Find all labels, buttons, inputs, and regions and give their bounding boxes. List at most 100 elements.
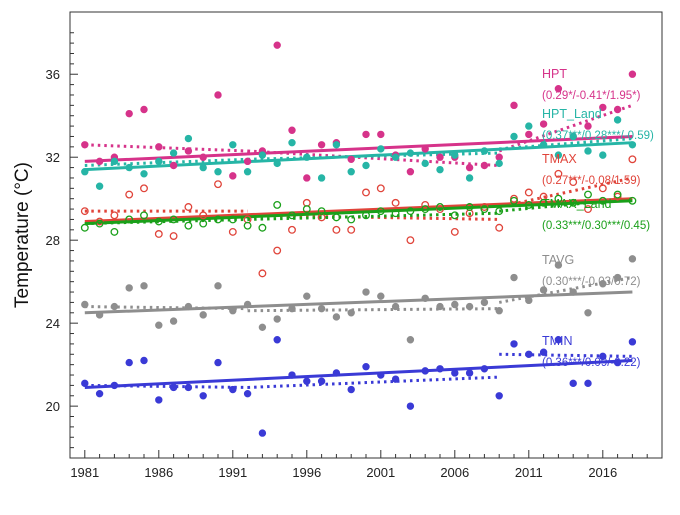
tmax-point (214, 180, 222, 189)
hpt-point (613, 105, 622, 114)
hpt-land-point (406, 149, 415, 157)
y-tick-label: 24 (46, 316, 60, 331)
tmax-point (598, 184, 607, 193)
tmin-point (377, 371, 385, 379)
hpt-point (199, 153, 207, 161)
tavg-point (81, 300, 89, 309)
hpt-land-point (391, 153, 400, 161)
hpt-dotted-segment (247, 149, 500, 168)
tmax-land-point (302, 205, 311, 214)
tmax-point (628, 155, 637, 164)
tmax-point (332, 225, 341, 234)
tmin-dotted-segment (247, 375, 500, 389)
tavg-point (258, 323, 267, 332)
tmax-point (421, 200, 430, 209)
tavg-point (140, 282, 148, 290)
tavg-point (332, 313, 341, 321)
hpt-land-point (317, 174, 326, 182)
hpt-land-point (377, 145, 385, 153)
tmin-point (495, 392, 503, 400)
tavg-point (362, 288, 370, 296)
tmax-land-point (214, 215, 222, 224)
hpt-point (465, 163, 474, 172)
tmin-point (465, 369, 474, 377)
hpt-land-legend-stats: (0.37***/0.28***/-0.59) (542, 130, 654, 142)
tavg-point (110, 302, 119, 311)
tmax-point (524, 188, 533, 197)
hpt-land-point (584, 147, 592, 155)
tmin-point (273, 336, 281, 344)
hpt-point (510, 101, 518, 110)
tmax-land-point (199, 219, 208, 228)
tmin-point (110, 381, 119, 390)
tmax-land-point (465, 203, 474, 211)
tmax-land-point (436, 203, 444, 211)
hpt-point (495, 153, 503, 161)
tmax-land-point (628, 196, 637, 205)
tmax-land-point (273, 200, 282, 209)
tmax-land-point (288, 211, 296, 220)
tmin-trend-line (84, 359, 633, 389)
tavg-dotted-segment (498, 276, 633, 304)
tmax-land-dotted-segment (247, 211, 500, 221)
hpt-land-point (332, 141, 341, 149)
hpt-land-dotted-segment (84, 157, 248, 168)
tmin-point (95, 389, 104, 398)
tavg-point (465, 302, 474, 311)
tmin-point (214, 358, 222, 367)
hpt-legend-label: HPT (542, 67, 567, 81)
hpt-land-point (436, 165, 444, 174)
hpt-land-point (229, 141, 237, 149)
x-tick-label: 2006 (440, 465, 469, 480)
hpt-point (347, 155, 355, 163)
hpt-point (214, 91, 222, 99)
tmax-point (450, 227, 459, 236)
hpt-land-point (243, 168, 252, 176)
hpt-point (140, 105, 148, 114)
tavg-point (539, 286, 548, 294)
tmax-land-point (495, 207, 504, 216)
tmin-point (628, 338, 637, 346)
tmax-land-point (125, 215, 134, 224)
hpt-point (599, 103, 607, 112)
tavg-point (584, 309, 592, 317)
tmin-point (391, 375, 400, 383)
tmax-land-point (584, 190, 592, 199)
tmax-land-point (539, 198, 548, 207)
tmax-land-point (613, 190, 622, 199)
tmax-point (228, 227, 237, 236)
tmin-point (525, 350, 533, 358)
tmax-land-point (317, 207, 326, 216)
tavg-point (613, 273, 622, 282)
tavg-point (125, 284, 133, 292)
tmin-point (184, 383, 193, 392)
hpt-land-point (184, 134, 193, 143)
tmin-point (155, 396, 163, 404)
tmax-land-legend-label: TMAX_Land (542, 197, 612, 211)
hpt-land-point (169, 149, 178, 157)
tavg-point (95, 311, 104, 319)
hpt-dotted-segment (498, 103, 633, 153)
tmin-point (613, 358, 622, 367)
tavg-point (288, 304, 296, 313)
hpt-point (125, 109, 133, 118)
tmin-point (288, 371, 296, 379)
tmax-land-point (421, 205, 430, 214)
hpt-land-point (569, 132, 577, 141)
tavg-dotted-segment (247, 307, 500, 313)
tavg-point (525, 296, 533, 305)
hpt-land-point (273, 159, 281, 168)
x-tick-label: 1996 (292, 465, 321, 480)
tmax-land-legend-stats: (0.33***/0.30***/0.45) (542, 220, 650, 232)
tavg-point (599, 280, 607, 288)
tmin-point (510, 340, 518, 348)
hpt-point (377, 130, 385, 139)
tavg-point (406, 336, 415, 344)
hpt-land-point (303, 153, 311, 161)
tmax-land-point (510, 196, 518, 205)
hpt-land-point (214, 168, 222, 176)
tmin-point (421, 367, 429, 375)
hpt-point (288, 126, 296, 134)
tavg-legend-label: TAVG (542, 253, 574, 267)
x-tick-label: 1986 (144, 465, 173, 480)
